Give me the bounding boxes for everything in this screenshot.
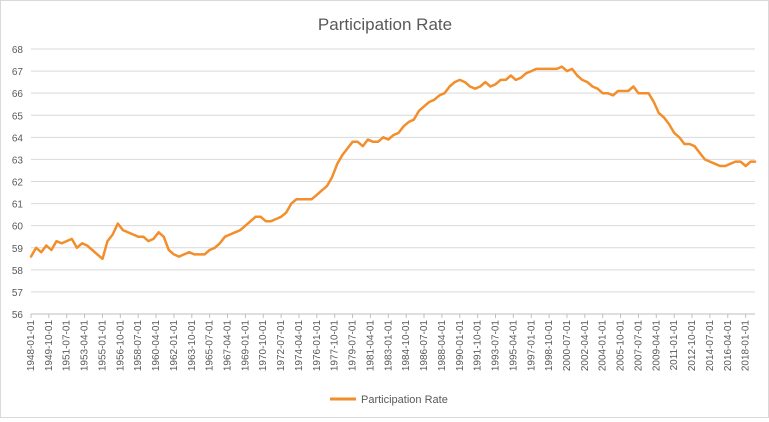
x-tick-label: 1991-10-01 <box>473 320 484 372</box>
y-tick-label: 59 <box>12 244 24 255</box>
x-tick-label: 2011-01-01 <box>669 320 680 371</box>
x-tick-label: 1955-01-01 <box>97 320 108 372</box>
x-tick-label: 1972-07-01 <box>276 320 287 372</box>
x-tick-label: 2002-04-01 <box>580 320 591 372</box>
x-tick-label: 1984-10-01 <box>401 320 412 372</box>
x-tick-label: 1967-04-01 <box>222 320 233 372</box>
x-tick-label: 1988-04-01 <box>437 320 448 372</box>
x-tick-label: 1981-04-01 <box>365 320 376 372</box>
x-tick-label: 2012-10-01 <box>687 320 698 372</box>
x-tick-label: 1962-01-01 <box>169 320 180 372</box>
x-tick-label: 1979-07-01 <box>348 320 359 372</box>
y-tick-label: 58 <box>12 266 24 277</box>
y-axis-tick-labels: 56 57 58 59 60 61 62 63 64 65 66 67 68 <box>12 45 24 321</box>
x-tick-label: 1974-04-01 <box>294 320 305 372</box>
x-tick-label: 2014-07-01 <box>705 320 716 372</box>
x-tick-label: 1948-01-01 <box>26 320 37 372</box>
series-line <box>29 65 757 261</box>
x-tick-label: 2007-07-01 <box>633 320 644 372</box>
x-tick-label: 1970-10-01 <box>258 320 269 372</box>
x-tick-label: 1995-04-01 <box>508 320 519 372</box>
x-tick-label: 1998-10-01 <box>544 320 555 372</box>
x-tick-label: 2018-01-01 <box>741 320 752 372</box>
x-tick-label: 1986-07-01 <box>419 320 430 372</box>
x-tick-label: 1993-07-01 <box>490 320 501 372</box>
x-tick-label: 1958-07-01 <box>133 320 144 372</box>
y-tick-label: 63 <box>12 155 24 166</box>
x-tick-label: 1949-10-01 <box>44 320 55 372</box>
legend: Participation Rate <box>330 394 448 406</box>
gridlines <box>31 48 755 315</box>
y-tick-label: 62 <box>12 178 24 189</box>
x-tick-label: 1960-04-01 <box>151 320 162 372</box>
x-tick-label: 1969-01-01 <box>240 320 251 372</box>
x-tick-label: 1963-10-01 <box>187 320 198 372</box>
x-tick-label: 2004-01-01 <box>598 320 609 372</box>
x-tick-label: 1990-01-01 <box>455 320 466 372</box>
x-tick-label: 1956-10-01 <box>115 320 126 372</box>
x-tick-label: 1953-04-01 <box>80 320 91 372</box>
x-tick-label: 1997-01-01 <box>526 320 537 372</box>
x-axis: 1948-01-01 1949-10-01 1951-07-01 1953-04-01… <box>26 313 755 372</box>
y-tick-label: 60 <box>12 222 24 233</box>
x-tick-label: 2000-07-01 <box>562 320 573 372</box>
y-tick-label: 66 <box>12 89 24 100</box>
x-tick-label: 2009-04-01 <box>651 320 662 372</box>
y-tick-label: 56 <box>12 310 24 321</box>
x-tick-label: 1977-10-01 <box>330 320 341 372</box>
y-tick-label: 61 <box>12 200 24 211</box>
y-tick-label: 65 <box>12 111 24 122</box>
y-tick-label: 57 <box>12 288 24 299</box>
y-tick-label: 67 <box>12 67 24 78</box>
legend-label: Participation Rate <box>361 394 448 406</box>
x-tick-label: 2005-10-01 <box>616 320 627 372</box>
x-tick-label: 1965-07-01 <box>205 320 216 372</box>
x-tick-label: 1951-07-01 <box>62 320 73 372</box>
y-tick-label: 68 <box>12 45 24 56</box>
series-group <box>29 65 757 261</box>
chart-title: Participation Rate <box>318 15 452 34</box>
x-tick-label: 1976-01-01 <box>312 320 323 372</box>
x-tick-label: 1983-01-01 <box>383 320 394 372</box>
x-tick-label: 2016-04-01 <box>723 320 734 372</box>
y-tick-label: 64 <box>12 133 24 144</box>
